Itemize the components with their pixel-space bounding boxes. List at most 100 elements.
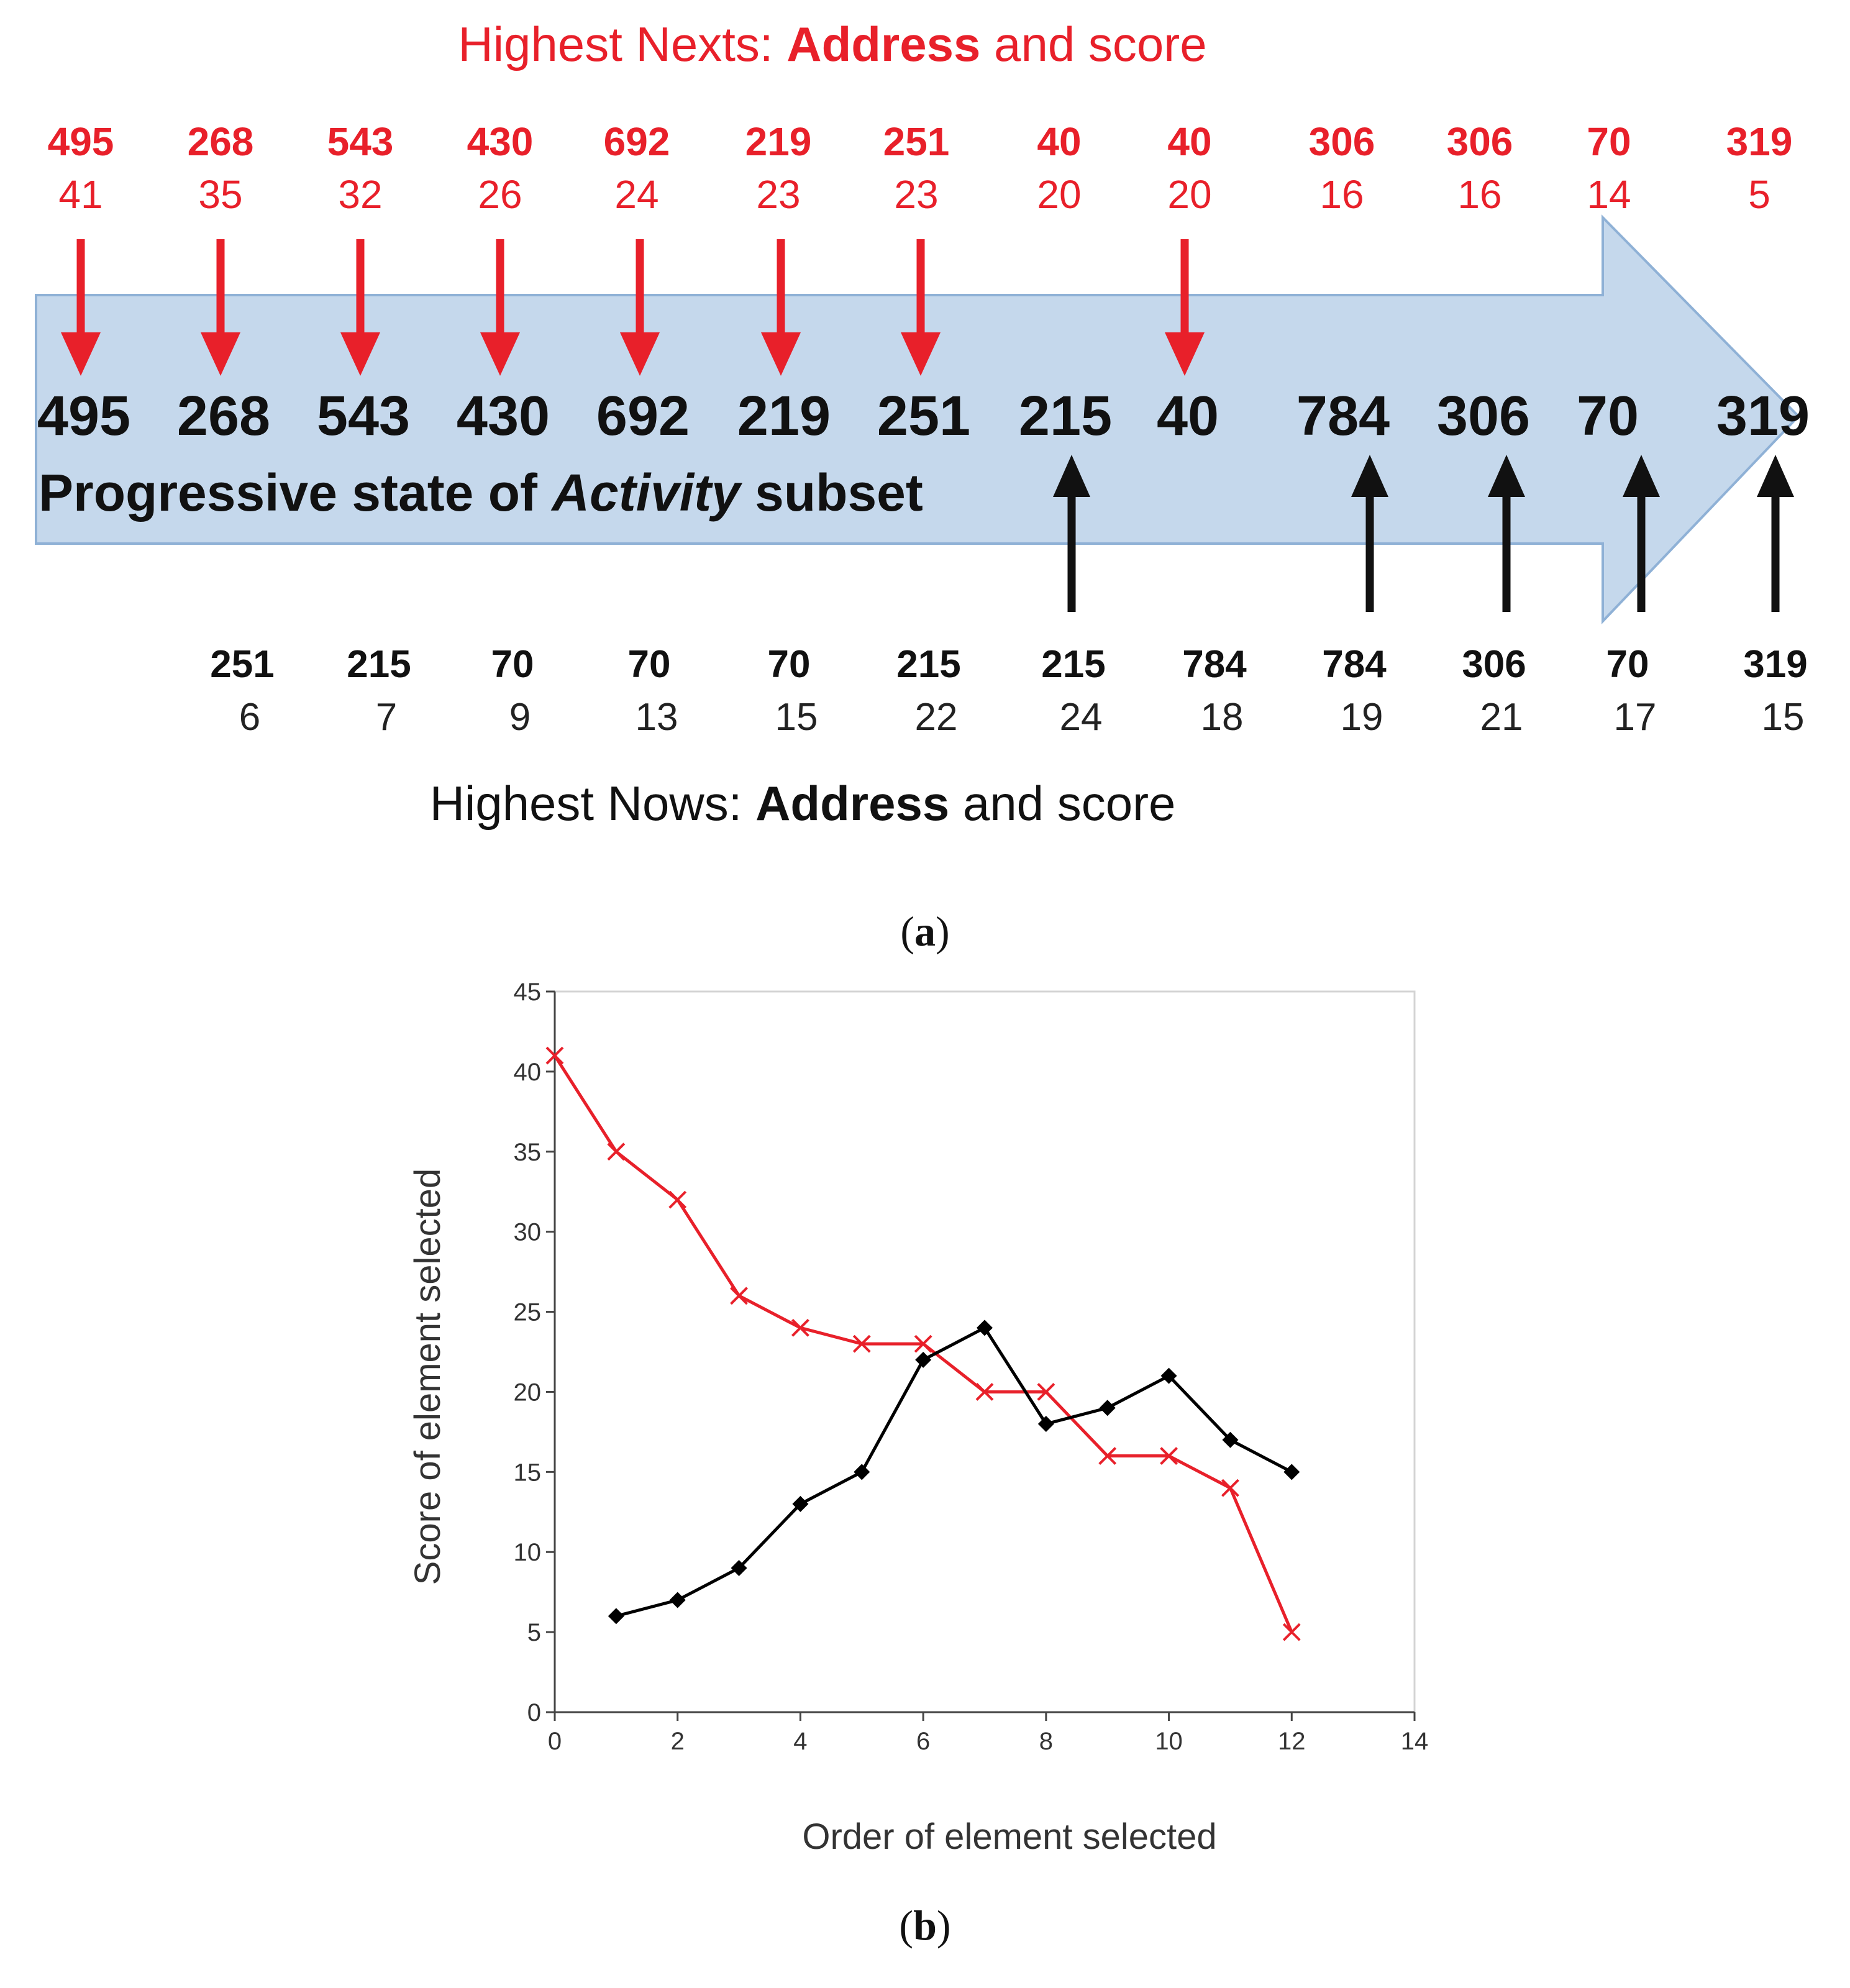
now-score: 24 bbox=[1060, 696, 1103, 739]
nows-point-marker bbox=[608, 1608, 624, 1625]
next-score: 35 bbox=[198, 172, 242, 217]
x-tick-label: 0 bbox=[548, 1728, 562, 1755]
nexts-point-marker bbox=[607, 1142, 626, 1161]
next-address: 692 bbox=[604, 119, 670, 164]
nows-point-marker bbox=[1160, 1367, 1177, 1384]
nexts-point-marker bbox=[791, 1318, 809, 1337]
now-address: 784 bbox=[1322, 643, 1387, 686]
now-score: 17 bbox=[1614, 696, 1657, 739]
subset-element: 219 bbox=[737, 385, 831, 447]
nexts-point-marker bbox=[545, 1046, 564, 1065]
now-address: 215 bbox=[1041, 643, 1105, 686]
next-address: 319 bbox=[1726, 119, 1793, 164]
now-score: 13 bbox=[636, 696, 678, 739]
nexts-point-marker bbox=[1037, 1383, 1055, 1401]
y-tick-label: 30 bbox=[514, 1219, 542, 1246]
now-address: 306 bbox=[1462, 643, 1526, 686]
now-address: 70 bbox=[628, 643, 671, 686]
next-score: 20 bbox=[1167, 172, 1211, 217]
series-line-nows bbox=[616, 1326, 1293, 1618]
nexts-point-marker bbox=[730, 1287, 748, 1305]
score-line-chart: 0 2 4 6 8 10 12 14 0 5 10 15 20 25 30 35 40 45 Order of e… bbox=[408, 978, 1429, 1857]
next-address: 251 bbox=[883, 119, 950, 164]
x-tick-label: 10 bbox=[1155, 1728, 1183, 1755]
next-address: 219 bbox=[745, 119, 812, 164]
y-tick-label: 20 bbox=[514, 1379, 542, 1406]
x-tick-label: 12 bbox=[1278, 1728, 1306, 1755]
now-address: 251 bbox=[210, 643, 274, 686]
now-score: 21 bbox=[1480, 696, 1523, 739]
nexts-point-marker bbox=[1098, 1447, 1117, 1465]
now-address: 70 bbox=[491, 643, 534, 686]
x-tick-label: 2 bbox=[671, 1728, 685, 1755]
y-tick-label: 40 bbox=[514, 1059, 542, 1086]
now-score: 19 bbox=[1341, 696, 1383, 739]
subset-element: 319 bbox=[1716, 385, 1810, 447]
now-address: 319 bbox=[1743, 643, 1807, 686]
red-down-arrow-head bbox=[620, 332, 660, 376]
red-down-arrow-head bbox=[340, 332, 380, 376]
arrow-label: Progressive state of Activity subset bbox=[39, 463, 923, 522]
now-score: 15 bbox=[775, 696, 818, 739]
next-address: 306 bbox=[1447, 119, 1513, 164]
nexts-title: Highest Nexts: Address and score bbox=[458, 17, 1206, 71]
black-up-arrow-head bbox=[1351, 455, 1388, 497]
nows-point-marker bbox=[1099, 1400, 1116, 1416]
subset-element: 40 bbox=[1157, 385, 1219, 447]
x-tick-label: 8 bbox=[1039, 1728, 1053, 1755]
red-down-arrow-head bbox=[901, 332, 941, 376]
subset-element: 784 bbox=[1296, 385, 1390, 447]
next-score: 5 bbox=[1748, 172, 1770, 217]
next-address: 70 bbox=[1587, 119, 1631, 164]
red-down-arrow-head bbox=[480, 332, 520, 376]
next-score: 32 bbox=[338, 172, 382, 217]
nows-point-marker bbox=[1222, 1431, 1239, 1448]
red-down-arrow-head bbox=[201, 332, 240, 376]
nexts-point-marker bbox=[852, 1334, 871, 1353]
subset-element: 430 bbox=[457, 385, 550, 447]
nows-point-marker bbox=[854, 1464, 870, 1480]
y-tick-label: 0 bbox=[527, 1699, 541, 1726]
black-up-arrow-head bbox=[1757, 455, 1794, 497]
now-address: 215 bbox=[896, 643, 960, 686]
next-address: 430 bbox=[467, 119, 534, 164]
nexts-point-marker bbox=[1221, 1479, 1239, 1497]
next-score: 23 bbox=[894, 172, 938, 217]
plot-area bbox=[554, 990, 1416, 1713]
nexts-point-marker bbox=[1160, 1447, 1178, 1465]
now-score: 18 bbox=[1201, 696, 1244, 739]
red-down-arrow-head bbox=[761, 332, 801, 376]
next-score: 26 bbox=[478, 172, 522, 217]
nows-point-marker bbox=[1283, 1464, 1300, 1480]
subset-element: 251 bbox=[877, 385, 970, 447]
subset-element: 70 bbox=[1577, 385, 1639, 447]
next-score: 23 bbox=[756, 172, 800, 217]
next-address: 40 bbox=[1037, 119, 1081, 164]
y-tick-label: 15 bbox=[514, 1459, 542, 1486]
next-address: 40 bbox=[1167, 119, 1211, 164]
y-tick-label: 35 bbox=[514, 1139, 542, 1166]
x-tick-label: 4 bbox=[793, 1728, 807, 1755]
y-tick-label: 45 bbox=[514, 978, 542, 1006]
black-up-arrow-head bbox=[1053, 455, 1090, 497]
nexts-point-marker bbox=[1282, 1623, 1301, 1641]
next-score: 24 bbox=[614, 172, 658, 217]
nows-point-marker bbox=[977, 1320, 993, 1336]
now-score: 9 bbox=[509, 696, 531, 739]
now-score: 15 bbox=[1762, 696, 1805, 739]
next-score: 16 bbox=[1457, 172, 1501, 217]
y-tick-label: 10 bbox=[514, 1539, 542, 1566]
nows-point-marker bbox=[792, 1495, 809, 1512]
x-tick-label: 6 bbox=[916, 1728, 930, 1755]
next-address: 543 bbox=[327, 119, 394, 164]
red-down-arrow-head bbox=[61, 332, 101, 376]
y-axis-title: Score of element selected bbox=[408, 1169, 448, 1585]
y-tick-label: 25 bbox=[514, 1299, 542, 1326]
now-address: 70 bbox=[768, 643, 811, 686]
x-tick-label: 14 bbox=[1401, 1728, 1429, 1755]
nows-point-marker bbox=[1037, 1416, 1054, 1432]
next-score: 16 bbox=[1319, 172, 1364, 217]
now-score: 7 bbox=[376, 696, 397, 739]
subset-element: 692 bbox=[596, 385, 690, 447]
nows-point-marker bbox=[731, 1560, 747, 1576]
